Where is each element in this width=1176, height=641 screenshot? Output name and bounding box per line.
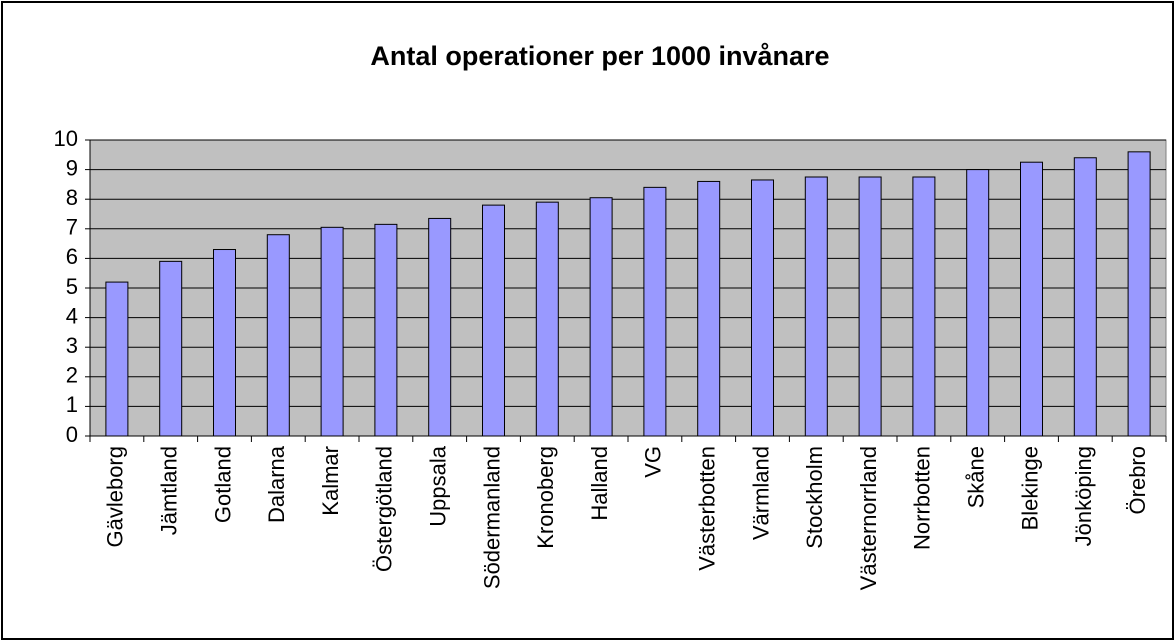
y-tick-label: 2 (66, 363, 78, 388)
y-tick-label: 7 (66, 215, 78, 240)
bar (589, 197, 613, 437)
bar (482, 204, 505, 437)
y-tick-label: 9 (66, 155, 78, 180)
x-tick-label: Dalarna (264, 445, 289, 523)
y-tick-label: 5 (66, 274, 78, 299)
chart-title: Antal operationer per 1000 invånare (370, 41, 829, 71)
y-tick-label: 8 (66, 185, 78, 210)
x-tick-label: Norrbotten (910, 446, 935, 550)
bar (1127, 151, 1151, 437)
bar (912, 176, 936, 437)
bar (1020, 161, 1043, 437)
x-tick-label: Kronoberg (533, 446, 558, 549)
y-tick-label: 3 (66, 333, 78, 358)
bar (858, 176, 882, 437)
bar (643, 186, 667, 437)
bar (105, 281, 129, 437)
x-tick-label: Jönköping (1071, 446, 1096, 546)
x-tick-label: Örebro (1125, 446, 1150, 514)
x-tick-label: Västerbotten (695, 446, 720, 571)
y-tick-label: 4 (66, 303, 78, 328)
y-tick-label: 10 (54, 126, 78, 151)
y-tick-label: 6 (66, 244, 78, 269)
x-tick-label: Halland (587, 446, 612, 521)
bar (266, 234, 290, 437)
x-tick-label: Stockholm (802, 446, 827, 549)
x-tick-label: Östergötland (372, 446, 397, 572)
x-tick-label: Västernorrland (856, 446, 881, 590)
x-tick-label: Gotland (210, 446, 235, 523)
y-tick-label: 0 (66, 422, 78, 447)
bar (213, 249, 236, 437)
bar (1073, 157, 1097, 437)
x-tick-label: Södermanland (479, 446, 504, 589)
x-tick-label: Värmland (748, 446, 773, 540)
x-tick-label: Kalmar (318, 446, 343, 516)
bar (428, 217, 452, 437)
x-tick-label: Uppsala (426, 445, 451, 526)
bar (159, 260, 183, 437)
bar (320, 226, 344, 437)
x-tick-label: Jämtland (157, 446, 182, 535)
x-tick-label: Gävleborg (103, 446, 128, 548)
bar (697, 180, 721, 437)
bar (535, 201, 559, 437)
y-tick-label: 1 (66, 392, 78, 417)
bar (751, 179, 774, 437)
x-tick-label: Blekinge (1017, 446, 1042, 530)
bar (374, 223, 398, 437)
bar (966, 169, 990, 437)
bar (804, 176, 828, 437)
x-tick-label: VG (641, 446, 666, 478)
x-tick-label: Skåne (964, 446, 989, 508)
